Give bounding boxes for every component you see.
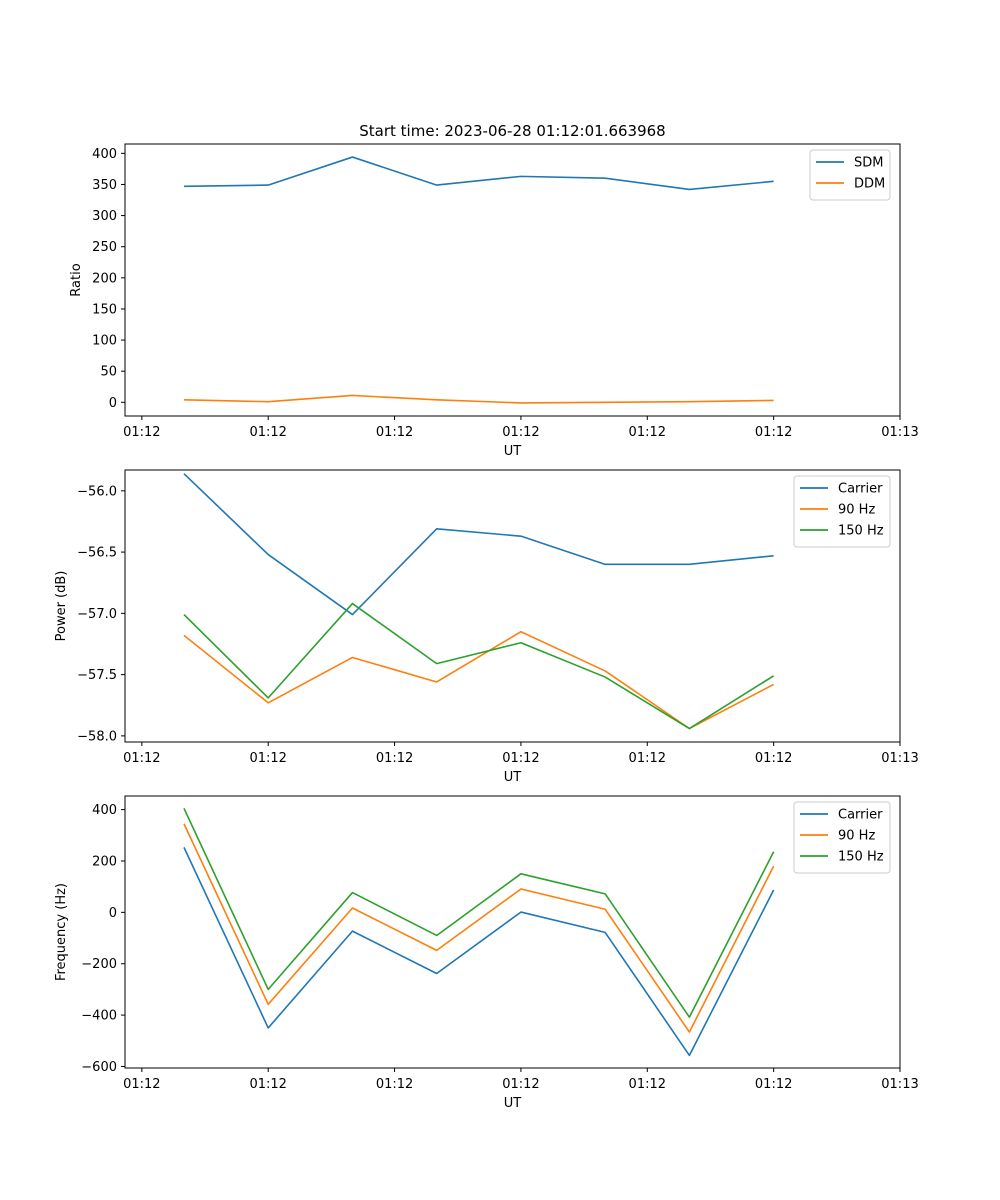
- y-tick-label: 50: [100, 365, 117, 380]
- y-tick-label: 250: [92, 240, 117, 255]
- legend-entry: 90 Hz: [838, 829, 875, 844]
- series-line-90-hz: [183, 823, 775, 1033]
- x-tick-label: 01:12: [376, 1077, 413, 1092]
- y-tick-label: 200: [92, 854, 117, 869]
- y-tick-label: 100: [92, 334, 117, 349]
- y-tick-label: 400: [92, 147, 117, 162]
- y-tick-label: −56.5: [77, 546, 117, 561]
- series-line-carrier: [183, 847, 775, 1057]
- legend: Carrier 90 Hz 150 Hz: [793, 475, 891, 548]
- plot-frame: [124, 795, 901, 1069]
- y-tick-label: 350: [92, 178, 117, 193]
- y-tick-label: 0: [109, 396, 117, 411]
- x-tick-label: 01:12: [376, 751, 413, 766]
- x-tick-label: 01:13: [881, 751, 918, 766]
- y-tick-label: −58.0: [77, 729, 117, 744]
- x-tick-label: 01:12: [123, 1077, 160, 1092]
- x-tick-label: 01:12: [502, 751, 539, 766]
- y-tick-label: −600: [81, 1060, 117, 1075]
- subplot-2: −58.0 −57.5 −57.0 −56.5 −56.0 01:12 01:12 01:12…: [54, 469, 919, 785]
- legend-entry: Carrier: [838, 808, 883, 823]
- series-line-150-hz: [183, 602, 775, 730]
- y-axis-label: Ratio: [69, 263, 84, 296]
- x-axis-label: UT: [504, 444, 522, 459]
- x-tick-label: 01:12: [249, 425, 286, 440]
- y-axis-label: Power (dB): [54, 571, 69, 642]
- series-line-ddm: [183, 394, 774, 404]
- subplot-1: 0 50 100 150 200 250 300 350 400 01:12 01:12 01:12 0…: [69, 122, 919, 459]
- legend-entry: 150 Hz: [838, 850, 884, 865]
- legend-entry: 90 Hz: [838, 503, 875, 518]
- y-tick-label: 400: [92, 803, 117, 818]
- x-tick-label: 01:12: [629, 751, 666, 766]
- x-axis-label: UT: [504, 770, 522, 785]
- x-tick-label: 01:12: [249, 1077, 286, 1092]
- x-tick-label: 01:13: [881, 1077, 918, 1092]
- y-tick-label: −400: [81, 1009, 117, 1024]
- x-tick-label: 01:12: [755, 751, 792, 766]
- subplot-3: −600 −400 −200 0 200 400 01:12 01:12 01:12 01:12 0…: [54, 795, 919, 1111]
- x-tick-label: 01:12: [123, 425, 160, 440]
- plot-frame: [124, 143, 901, 417]
- series-line-90-hz: [183, 630, 775, 730]
- x-tick-label: 01:12: [123, 751, 160, 766]
- x-tick-label: 01:12: [502, 1077, 539, 1092]
- x-tick-label: 01:12: [629, 1077, 666, 1092]
- y-axis-label: Frequency (Hz): [54, 883, 69, 981]
- x-tick-label: 01:13: [881, 425, 918, 440]
- x-tick-label: 01:12: [629, 425, 666, 440]
- legend-entry: SDM: [854, 156, 883, 171]
- y-tick-label: 300: [92, 209, 117, 224]
- y-tick-label: −57.0: [77, 607, 117, 622]
- legend-entry: 150 Hz: [838, 524, 884, 539]
- x-tick-label: 01:12: [376, 425, 413, 440]
- y-tick-label: −56.0: [77, 484, 117, 499]
- x-tick-label: 01:12: [755, 1077, 792, 1092]
- y-tick-label: −200: [81, 957, 117, 972]
- x-tick-label: 01:12: [249, 751, 286, 766]
- y-tick-label: 200: [92, 271, 117, 286]
- legend: Carrier 90 Hz 150 Hz: [793, 801, 891, 874]
- x-axis-label: UT: [504, 1096, 522, 1111]
- series-line-150-hz: [183, 807, 775, 1018]
- series-line-carrier: [183, 473, 774, 616]
- series-line-sdm: [183, 156, 774, 191]
- y-tick-label: −57.5: [77, 668, 117, 683]
- legend: SDM DDM: [809, 149, 891, 201]
- legend-entry: DDM: [854, 177, 885, 192]
- plot-frame: [124, 469, 901, 743]
- x-tick-label: 01:12: [502, 425, 539, 440]
- y-tick-label: 0: [109, 906, 117, 921]
- chart-title: Start time: 2023-06-28 01:12:01.663968: [359, 122, 665, 140]
- y-tick-label: 150: [92, 302, 117, 317]
- legend-entry: Carrier: [838, 482, 883, 497]
- x-tick-label: 01:12: [755, 425, 792, 440]
